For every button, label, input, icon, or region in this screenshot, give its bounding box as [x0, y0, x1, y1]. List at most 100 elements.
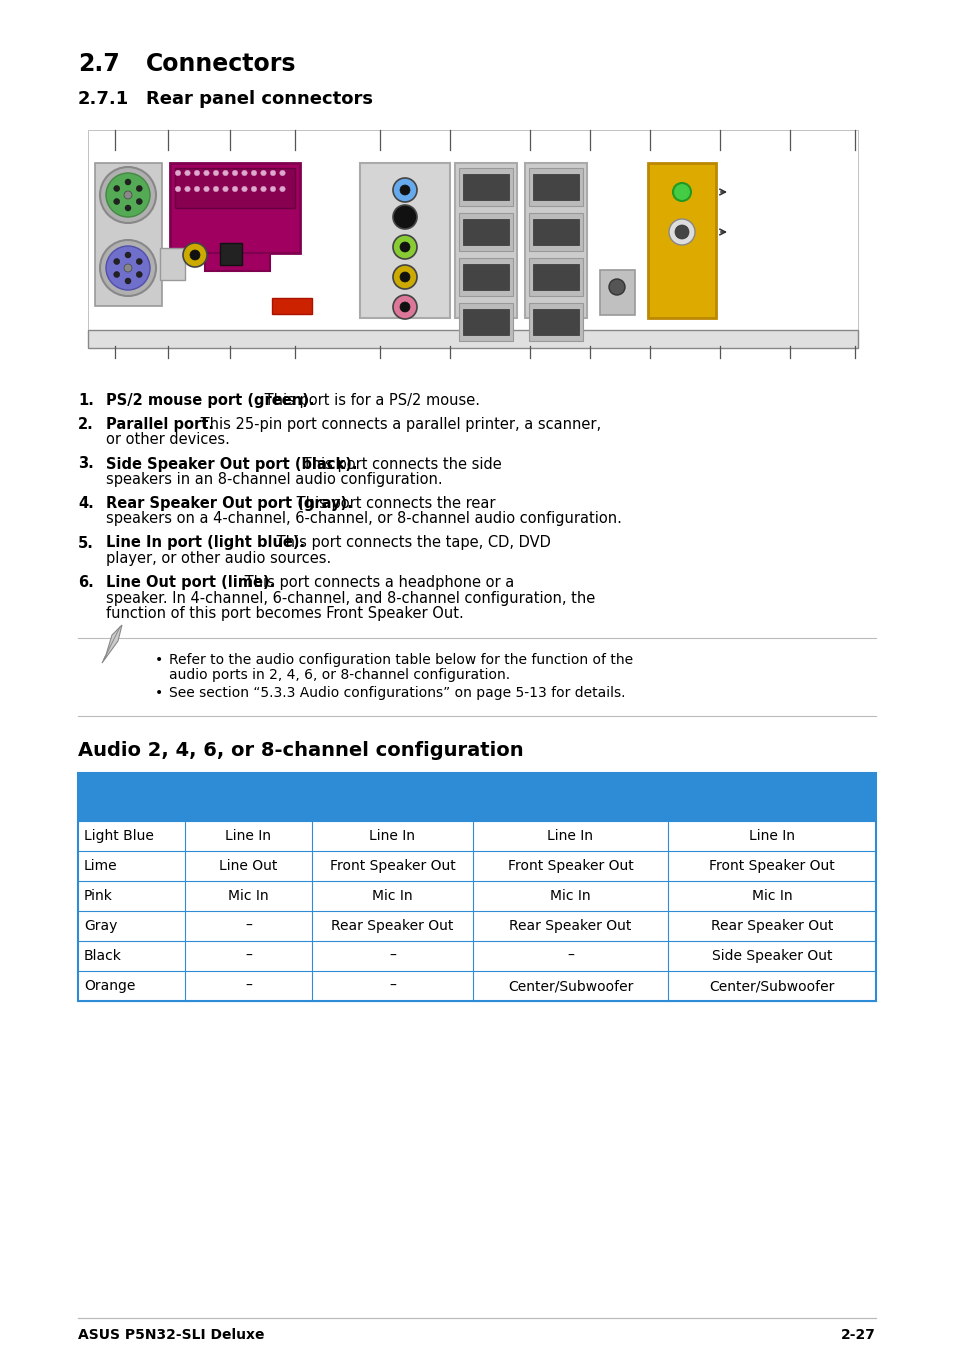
Bar	[458, 258, 513, 296]
Text: 2-channel: 2-channel	[210, 801, 287, 815]
Circle shape	[124, 190, 132, 199]
Circle shape	[270, 170, 275, 176]
Circle shape	[175, 170, 181, 176]
Text: –: –	[245, 919, 252, 934]
Text: Rear Speaker Out: Rear Speaker Out	[331, 919, 454, 934]
Circle shape	[125, 253, 131, 258]
Circle shape	[260, 170, 266, 176]
Bar	[458, 168, 513, 205]
Text: Rear Speaker Out: Rear Speaker Out	[710, 919, 832, 934]
Circle shape	[399, 303, 410, 312]
Text: Gray: Gray	[84, 919, 117, 934]
Bar	[78, 773, 875, 821]
Circle shape	[113, 272, 120, 277]
Circle shape	[136, 185, 142, 192]
Bar	[529, 168, 582, 205]
Circle shape	[113, 185, 120, 192]
Bar	[78, 773, 875, 1001]
Text: –: –	[245, 948, 252, 963]
Text: 4-channel: 4-channel	[354, 794, 431, 809]
Text: Rear Speaker Out port (gray).: Rear Speaker Out port (gray).	[106, 496, 353, 511]
Text: Pink: Pink	[84, 889, 112, 902]
Text: 6.: 6.	[78, 576, 93, 590]
Circle shape	[194, 170, 199, 176]
Circle shape	[399, 242, 410, 253]
Bar	[647, 163, 716, 317]
Text: speakers in an 8-channel audio configuration.: speakers in an 8-channel audio configura…	[106, 471, 442, 486]
Text: 5.: 5.	[78, 535, 93, 550]
Bar	[220, 243, 242, 265]
Circle shape	[672, 182, 690, 201]
Text: 8-channel: 8-channel	[733, 794, 810, 809]
Bar	[170, 163, 299, 253]
Text: ASUS P5N32-SLI Deluxe: ASUS P5N32-SLI Deluxe	[78, 1328, 264, 1342]
Circle shape	[399, 272, 410, 282]
Bar	[95, 163, 162, 305]
Bar	[462, 263, 509, 290]
Circle shape	[270, 186, 275, 192]
Bar	[78, 881, 875, 911]
Text: 2.7: 2.7	[78, 51, 120, 76]
Text: –: –	[245, 979, 252, 993]
Text: Orange: Orange	[84, 979, 135, 993]
Text: Front Speaker Out: Front Speaker Out	[330, 859, 455, 873]
Bar	[652, 168, 710, 313]
Circle shape	[393, 265, 416, 289]
Circle shape	[125, 178, 131, 185]
Text: 4.: 4.	[78, 496, 93, 511]
Text: player, or other audio sources.: player, or other audio sources.	[106, 551, 331, 566]
Circle shape	[251, 186, 256, 192]
Text: or other devices.: or other devices.	[106, 432, 230, 447]
Bar	[78, 821, 875, 851]
Text: •: •	[154, 686, 163, 700]
Circle shape	[213, 186, 218, 192]
Circle shape	[232, 186, 237, 192]
Bar	[462, 174, 509, 200]
Bar	[205, 253, 270, 272]
Polygon shape	[102, 626, 122, 663]
Bar	[599, 270, 635, 315]
Circle shape	[251, 170, 256, 176]
Text: Line Out: Line Out	[219, 859, 277, 873]
Circle shape	[241, 170, 247, 176]
Text: 3.: 3.	[78, 457, 93, 471]
Bar	[88, 130, 857, 330]
Circle shape	[393, 235, 416, 259]
Circle shape	[175, 186, 181, 192]
Bar	[529, 303, 582, 340]
Circle shape	[113, 199, 120, 204]
Text: This port connects the side: This port connects the side	[297, 457, 501, 471]
Bar	[462, 309, 509, 335]
Circle shape	[185, 186, 190, 192]
Text: Line In: Line In	[369, 830, 416, 843]
Text: This 25-pin port connects a parallel printer, a scanner,: This 25-pin port connects a parallel pri…	[195, 417, 600, 432]
Bar	[533, 263, 578, 290]
Text: Front Speaker Out: Front Speaker Out	[507, 859, 633, 873]
Circle shape	[399, 185, 410, 195]
Text: audio ports in 2, 4, 6, or 8-channel configuration.: audio ports in 2, 4, 6, or 8-channel con…	[169, 667, 510, 682]
Circle shape	[393, 205, 416, 230]
Circle shape	[204, 170, 209, 176]
Circle shape	[124, 263, 132, 272]
Text: Center/Subwoofer: Center/Subwoofer	[507, 979, 633, 993]
Circle shape	[100, 168, 156, 223]
Circle shape	[113, 258, 120, 265]
Bar	[462, 219, 509, 245]
Text: Front Speaker Out: Front Speaker Out	[708, 859, 834, 873]
Text: Side Speaker Out: Side Speaker Out	[711, 948, 831, 963]
Circle shape	[232, 170, 237, 176]
Circle shape	[222, 170, 228, 176]
Text: This port connects a headphone or a: This port connects a headphone or a	[240, 576, 514, 590]
Bar	[78, 851, 875, 881]
Text: Lime: Lime	[84, 859, 117, 873]
Text: Connectors: Connectors	[146, 51, 296, 76]
Circle shape	[260, 186, 266, 192]
Circle shape	[136, 272, 142, 277]
Circle shape	[125, 278, 131, 284]
Bar	[524, 163, 586, 317]
Circle shape	[194, 186, 199, 192]
Circle shape	[399, 212, 410, 222]
Circle shape	[213, 170, 218, 176]
Circle shape	[608, 280, 624, 295]
Text: See section “5.3.3 Audio configurations” on page 5-13 for details.: See section “5.3.3 Audio configurations”…	[169, 686, 625, 700]
